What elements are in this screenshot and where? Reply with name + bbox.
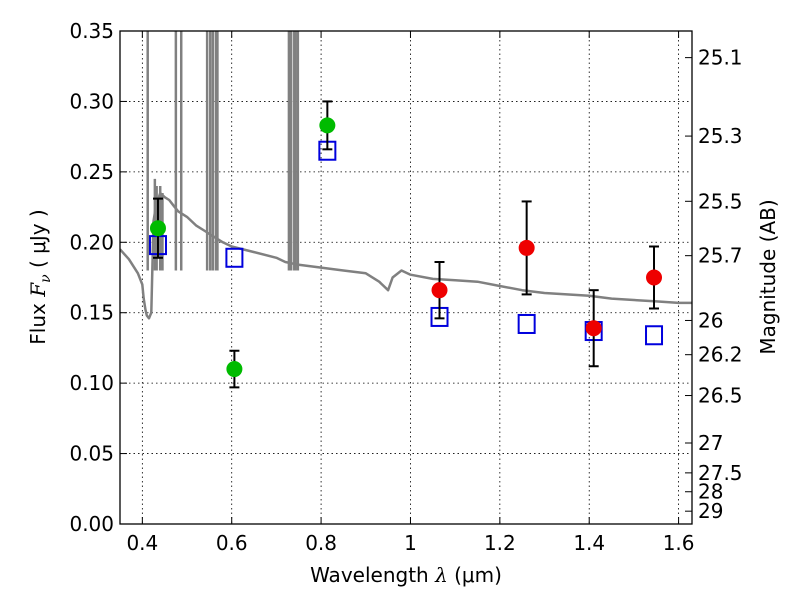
right-tick-label: 26.5 [698,384,743,408]
data-point [646,269,663,286]
y-tick-label: 0.25 [69,160,114,184]
right-tick-label: 25.7 [698,244,743,268]
right-axis-label: Magnitude (AB) [756,199,780,354]
model-square [645,325,664,346]
right-tick-label: 25.3 [698,124,743,148]
plot-background [120,31,692,524]
data-point [518,239,535,256]
right-tick-label: 29 [698,499,723,523]
right-tick-label: 27.5 [698,461,743,485]
data-point [431,282,448,299]
x-tick-label: 0.4 [126,531,158,555]
data-markers [148,100,664,389]
right-tick-label: 26.2 [698,343,743,367]
y-tick-label: 0.05 [69,442,114,466]
x-tick-label: 1.6 [663,531,695,555]
axis-ticks: 0.4 0.6 0.8 1 1.2 1.4 1.6 0.00 0.05 0.10 0.15 0.20 0… [69,19,742,555]
x-tick-label: 0.6 [216,531,248,555]
y-tick-label: 0.20 [69,230,114,254]
y-tick-label: 0.35 [69,19,114,43]
y-tick-label: 0.15 [69,301,114,325]
model-square [225,247,244,268]
model-square [517,313,536,334]
spectrum-line [120,191,692,320]
right-tick-label: 27 [698,431,723,455]
x-axis-label: Wavelength λ (μm) [310,563,502,587]
data-point [226,361,243,378]
data-point [149,220,166,237]
y-tick-label: 0.00 [69,512,114,536]
right-tick-label: 25.1 [698,46,743,70]
data-point [585,320,602,337]
x-tick-label: 0.8 [305,531,337,555]
x-tick-label: 1.4 [573,531,605,555]
y-tick-label: 0.30 [69,89,114,113]
right-tick-label: 25.5 [698,189,743,213]
y-axis-label: Flux Fν ( μJy ) [26,209,54,344]
y-tick-label: 0.10 [69,371,114,395]
data-point [319,117,336,134]
x-tick-label: 1.2 [484,531,516,555]
plot-frame [119,30,693,525]
x-tick-label: 1 [404,531,417,555]
right-tick-label: 28 [698,480,723,504]
right-tick-label: 26 [698,308,723,332]
